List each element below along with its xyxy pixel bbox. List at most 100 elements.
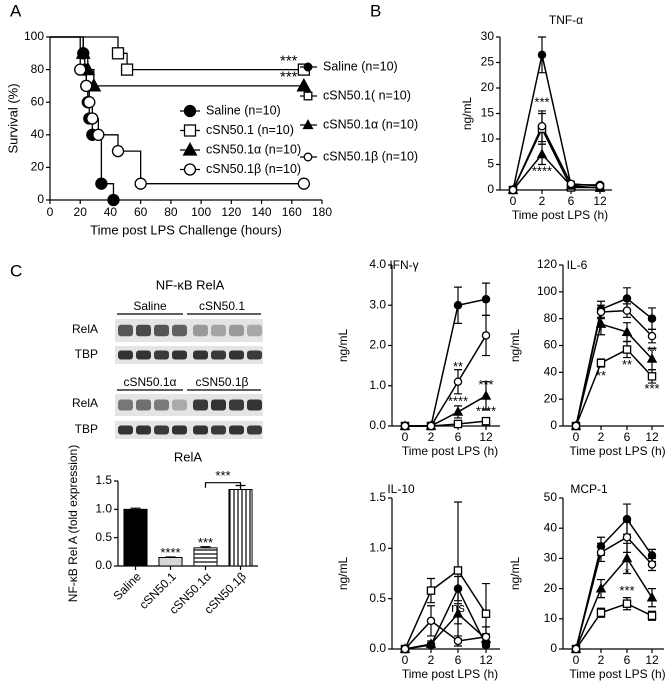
survival-marker xyxy=(75,45,91,59)
blot-band xyxy=(154,350,169,360)
legend-label: cSN50.1( n=10) xyxy=(323,88,411,102)
legend-marker xyxy=(182,142,198,156)
panel-label: B xyxy=(370,1,381,20)
point-marker xyxy=(622,306,632,315)
point-marker xyxy=(647,372,657,381)
series-line xyxy=(575,348,653,427)
point-marker xyxy=(646,353,658,363)
blot-group: cSN50.1α xyxy=(124,375,177,389)
y-axis-label: ng/mL xyxy=(508,557,522,591)
legend-marker xyxy=(183,163,197,176)
x-tick-label: 6 xyxy=(624,653,631,667)
blot-band xyxy=(247,324,262,337)
x-tick-label: 12 xyxy=(479,430,493,444)
y-tick-label: 100 xyxy=(537,284,557,298)
panel-label: C xyxy=(10,261,22,280)
point-marker xyxy=(400,644,410,654)
legend-marker xyxy=(183,124,197,137)
y-axis-label: ng/mL xyxy=(336,329,350,363)
x-tick-label: 6 xyxy=(455,430,462,444)
y-tick-label: 60 xyxy=(544,338,558,352)
y-tick-label: 5 xyxy=(487,157,494,171)
y-tick-label: 0.5 xyxy=(369,591,386,605)
x-tick-label: 120 xyxy=(221,205,241,219)
annotation: * xyxy=(624,329,629,344)
y-tick-label: 30 xyxy=(481,29,495,43)
annotation: **** xyxy=(160,545,180,560)
y-tick-label: 120 xyxy=(537,257,557,271)
y-tick-label: 80 xyxy=(31,62,45,76)
point-marker xyxy=(596,608,606,618)
blot-band xyxy=(229,425,244,435)
y-tick-label: 40 xyxy=(31,127,45,141)
y-tick-label: 4.0 xyxy=(369,257,386,271)
point-marker xyxy=(508,185,518,195)
blot-band xyxy=(154,425,169,435)
x-tick-label: 80 xyxy=(164,205,178,219)
x-axis-label: Time post LPS (h) xyxy=(402,667,498,681)
point-marker xyxy=(621,326,633,336)
legend-marker xyxy=(303,62,313,72)
legend-label: cSN50.1 (n=10) xyxy=(206,123,294,137)
blot-band xyxy=(172,399,187,411)
x-tick-label: 12 xyxy=(593,194,607,208)
blot-band xyxy=(211,399,226,411)
y-tick-label: 1.0 xyxy=(369,541,386,555)
y-tick-label: 20 xyxy=(544,581,558,595)
x-tick-label: 160 xyxy=(282,205,302,219)
point-marker xyxy=(571,421,581,431)
legend-marker xyxy=(302,119,314,130)
annotation: ** xyxy=(647,344,657,359)
blot-group: cSN50.1 xyxy=(199,299,245,313)
y-tick-label: 20 xyxy=(544,391,558,405)
x-tick-label: 180 xyxy=(312,205,332,219)
bar xyxy=(228,489,253,567)
legend-label: cSN50.1α (n=10) xyxy=(323,117,418,131)
y-tick-label: 2.0 xyxy=(369,338,386,352)
point-marker xyxy=(480,390,492,400)
y-tick-label: 1.5 xyxy=(369,490,386,504)
blot-band xyxy=(172,350,187,360)
y-tick-label: 1.0 xyxy=(369,378,386,392)
blot-band xyxy=(229,399,244,411)
survival-marker xyxy=(107,193,120,207)
survival-marker xyxy=(83,96,96,109)
legend-label: cSN50.1β (n=10) xyxy=(323,149,418,163)
blot-band xyxy=(136,350,151,360)
survival-marker xyxy=(296,77,312,92)
y-tick-label: 100 xyxy=(24,29,44,43)
x-tick-label: 0 xyxy=(573,430,580,444)
legend-label: Saline (n=10) xyxy=(206,103,281,117)
blot-band xyxy=(136,399,151,411)
x-tick-label: 0 xyxy=(402,430,409,444)
blot-band xyxy=(229,324,244,337)
chart-title: MCP-1 xyxy=(570,482,608,496)
blot-band xyxy=(247,399,262,411)
x-tick-label: 2 xyxy=(598,430,605,444)
y-axis-label: NF-κB Rel A (fold expression) xyxy=(66,445,80,602)
series-line xyxy=(575,297,653,427)
x-axis-label: Time post LPS (h) xyxy=(402,444,498,458)
point-marker xyxy=(481,632,491,642)
x-tick-label: 60 xyxy=(134,205,148,219)
point-marker xyxy=(453,300,463,310)
legend-marker xyxy=(303,152,313,162)
point-marker xyxy=(400,421,410,431)
blot-band xyxy=(172,425,187,435)
blot-band xyxy=(211,324,226,337)
blot-band xyxy=(154,399,169,411)
x-tick-label: 2 xyxy=(598,653,605,667)
y-tick-label: 0.5 xyxy=(95,530,112,544)
blot-band xyxy=(118,399,133,411)
series-line xyxy=(405,395,487,427)
survival-marker xyxy=(92,128,105,141)
series-line xyxy=(575,517,653,650)
point-marker xyxy=(426,421,436,431)
annotation: *** xyxy=(644,381,659,396)
blot-row-label: RelA xyxy=(72,396,98,410)
series-line xyxy=(404,586,487,650)
blot-band xyxy=(118,324,133,337)
survival-line xyxy=(50,36,115,200)
x-tick-label: 140 xyxy=(252,205,272,219)
x-axis-label: Time post LPS (h) xyxy=(569,667,665,681)
